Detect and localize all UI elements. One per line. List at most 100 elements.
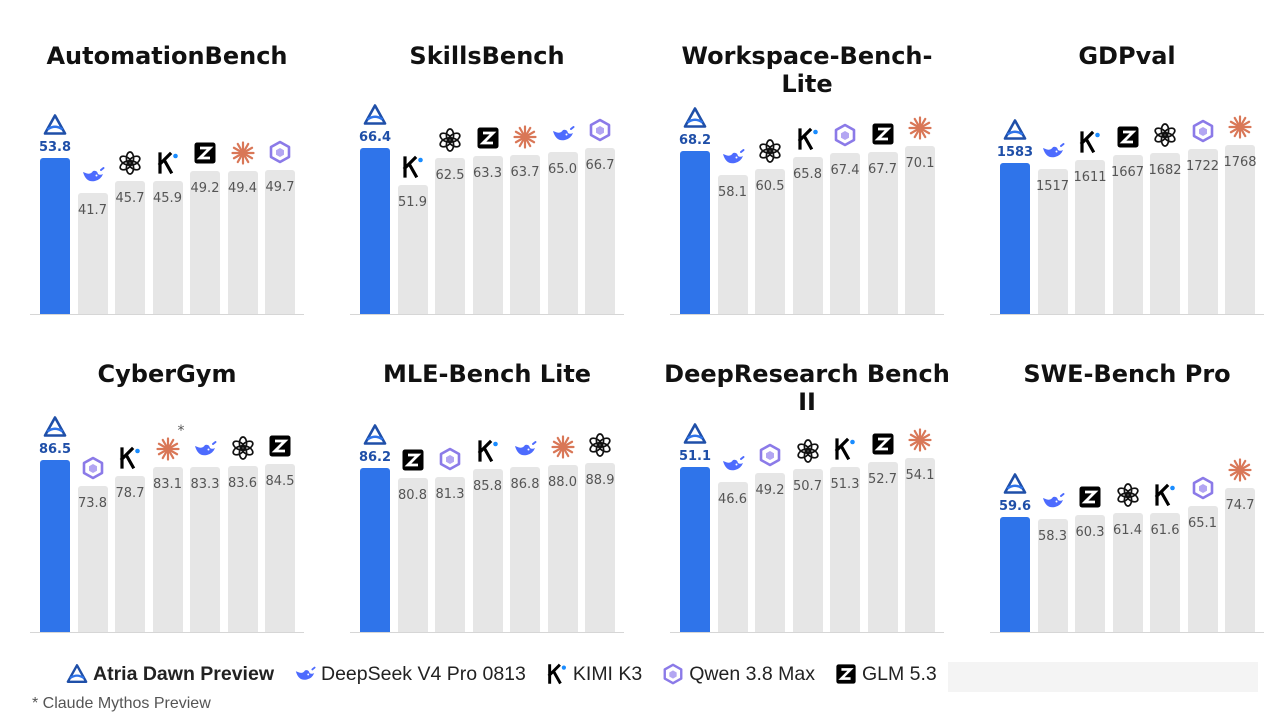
value-label: 1583: [996, 144, 1034, 160]
value-label: 88.9: [585, 472, 615, 488]
value-label: 67.7: [868, 162, 897, 178]
bar-kimi: [1150, 512, 1180, 632]
bar-glm: [1075, 515, 1105, 632]
bar-atria: [680, 150, 710, 314]
value-label: 80.8: [398, 488, 427, 504]
bar-qwen: [1187, 149, 1218, 314]
value-label: 1517: [1035, 178, 1070, 194]
bar-kimi: [115, 475, 145, 632]
openai-knot-icon: [1116, 483, 1140, 508]
bar-gpt: [792, 468, 823, 632]
bar-kimi: [152, 180, 183, 314]
chart-baseline: [990, 314, 1264, 315]
bar-deepseek: [1037, 168, 1068, 314]
qwen-hexagon-icon: [588, 118, 612, 142]
kimi-k-icon: [476, 439, 500, 463]
glm-z-icon: [871, 432, 895, 456]
value-label: 63.3: [473, 166, 502, 182]
legend-redaction: [948, 662, 1258, 692]
value-label: 1722: [1185, 159, 1220, 175]
bar-deepseek: [717, 175, 748, 314]
footnote: * Claude Mythos Preview: [32, 695, 211, 712]
qwen-hexagon-icon: [663, 663, 683, 685]
chart-baseline: [30, 632, 304, 633]
glm-z-icon: [193, 141, 217, 165]
bar-deepseek: [510, 466, 540, 632]
bar-deepseek: [190, 466, 220, 632]
glm-z-icon: [268, 434, 292, 458]
bar-atria: [1000, 516, 1030, 632]
chart-baseline: [990, 632, 1264, 633]
chart-panel: Workspace-Bench-Lite 68.2 58.1 60.5 65.8 67.4…: [662, 40, 952, 340]
whale-icon: [721, 145, 745, 169]
legend-item-atria: Atria Dawn Preview: [66, 663, 274, 686]
value-label: 59.6: [998, 498, 1032, 514]
kimi-k-icon: [833, 437, 857, 461]
claude-starburst-icon: [230, 141, 255, 165]
value-label: 83.6: [228, 476, 257, 492]
legend-label: KIMI K3: [572, 662, 643, 685]
legend-item-kimi: KIMI K3: [546, 663, 642, 686]
bar-glm: [265, 464, 295, 632]
value-label: 49.7: [265, 179, 295, 195]
whale-icon: [295, 666, 316, 680]
atria-triangle-icon: [363, 423, 387, 447]
value-label: 52.7: [868, 472, 897, 488]
bar-atria: [360, 468, 390, 632]
bar-gpt: [585, 462, 615, 632]
value-label: 74.7: [1225, 497, 1255, 513]
value-label: 58.1: [718, 185, 747, 201]
value-label: 61.6: [1150, 522, 1180, 538]
value-label: 86.8: [510, 476, 540, 492]
legend-item-qwen: Qwen 3.8 Max: [662, 663, 815, 686]
value-label: 84.5: [265, 474, 295, 490]
chart-panel: SkillsBench 66.4 51.9 62.5 63.3 63.7 65.0 66.7: [342, 40, 632, 340]
value-label: 1611: [1073, 169, 1107, 185]
value-label: 66.7: [585, 157, 615, 173]
value-label: 70.1: [905, 156, 935, 172]
value-label: 54.1: [905, 467, 935, 483]
bar-gpt: [1150, 153, 1180, 314]
glm-z-icon: [1078, 485, 1102, 509]
value-label: 63.7: [510, 165, 540, 181]
bar-glm: [397, 478, 428, 632]
bar-qwen: [830, 152, 860, 314]
value-label: 46.6: [718, 491, 747, 507]
chart-title: SWE-Bench Pro: [1023, 360, 1231, 388]
value-label: 1682: [1148, 163, 1182, 179]
bar-gpt: [755, 169, 785, 314]
value-label: 49.2: [190, 181, 220, 197]
bar-glm: [472, 156, 503, 314]
kimi-k-icon: [796, 127, 820, 151]
value-label: 81.3: [435, 487, 465, 503]
value-label: 49.2: [755, 483, 785, 499]
value-label: 88.0: [548, 474, 577, 490]
claude-starburst-icon: [155, 437, 180, 461]
glm-z-icon: [1116, 125, 1140, 149]
chart-baseline: [350, 632, 624, 633]
bar-atria: [360, 148, 390, 314]
glm-z-icon: [836, 664, 856, 684]
value-label: 65.0: [548, 161, 577, 177]
chart-baseline: [670, 632, 944, 633]
legend-label: GLM 5.3: [861, 662, 937, 685]
chart-title: MLE-Bench Lite: [382, 360, 592, 388]
value-label: 41.7: [78, 203, 107, 219]
openai-knot-icon: [231, 436, 255, 461]
kimi-k-icon: [547, 663, 566, 685]
value-label: 65.1: [1188, 516, 1217, 532]
value-label: 60.5: [755, 179, 785, 195]
atria-triangle-icon: [1003, 118, 1027, 142]
openai-knot-icon: [588, 433, 612, 457]
chart-title: DeepResearch Bench II: [664, 360, 950, 416]
chart-panel: SWE-Bench Pro 59.6 58.3 60.3 61.4 61.6 65.1 74.…: [982, 358, 1272, 658]
bar-kimi: [397, 184, 428, 314]
bar-atria: [680, 467, 710, 632]
bar-atria: [40, 157, 70, 314]
chart-panel: GDPval 1583 1517 1611 1667 1682 1722 1768: [982, 40, 1272, 340]
glm-z-icon: [871, 122, 895, 146]
claude-starburst-icon: [550, 435, 575, 459]
claude-starburst-icon: [1228, 115, 1252, 139]
qwen-hexagon-icon: [1191, 119, 1215, 143]
bar-glm: [867, 152, 898, 314]
